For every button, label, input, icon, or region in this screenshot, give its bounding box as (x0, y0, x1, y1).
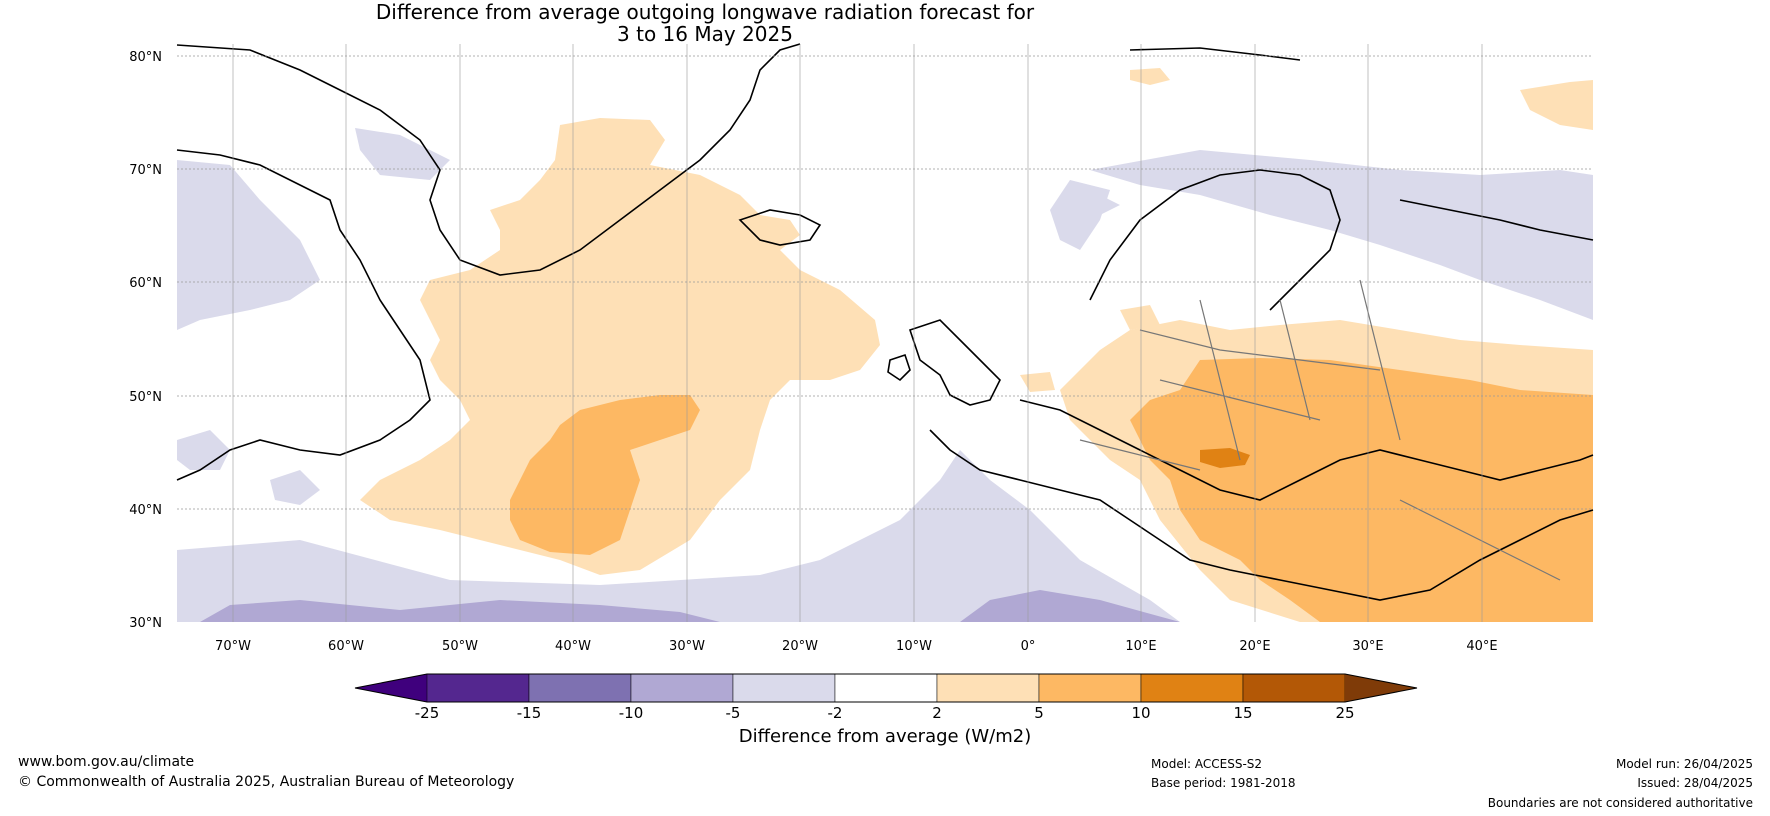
colorbar-tick-label: -5 (726, 704, 741, 722)
coastlines (176, 43, 1594, 601)
colorbar-segment (528, 673, 632, 703)
lat-label: 40°N (129, 503, 162, 518)
lon-label: 20°E (1239, 639, 1270, 654)
copyright-text: © Commonwealth of Australia 2025, Austra… (18, 774, 515, 790)
colorbar-extend-max (1345, 674, 1417, 702)
lat-label: 30°N (129, 616, 162, 631)
colorbar-tick-label: 5 (1034, 704, 1044, 722)
colorbar-segment (630, 673, 734, 703)
base-period-text: Base period: 1981-2018 (1151, 776, 1296, 790)
colorbar-tick-label: 25 (1335, 704, 1354, 722)
colorbar-tick-label: 15 (1233, 704, 1252, 722)
colorbar-ticks: -25 -15 -10 -5 -2 2 5 10 15 25 (415, 704, 1355, 722)
lon-label: 40°E (1466, 639, 1497, 654)
lon-label: 20°W (782, 639, 818, 654)
title-line-2: 3 to 16 May 2025 (617, 22, 793, 46)
lat-label: 70°N (129, 163, 162, 178)
colorbar-tick-label: 10 (1131, 704, 1150, 722)
colorbar-segment (834, 673, 938, 703)
colorbar-segment (732, 673, 836, 703)
colorbar-tick-label: -25 (415, 704, 440, 722)
lon-label: 70°W (215, 639, 251, 654)
lon-label: 30°E (1352, 639, 1383, 654)
latitude-labels: 80°N 70°N 60°N 50°N 40°N 30°N (129, 50, 162, 631)
colorbar-segment (936, 673, 1040, 703)
colorbar-segment (1038, 673, 1142, 703)
anomaly-light-purple (177, 128, 1593, 622)
colorbar-tick-label: -15 (517, 704, 542, 722)
colorbar-tick-label: 2 (932, 704, 942, 722)
issued-text: Issued: 28/04/2025 (1637, 776, 1753, 790)
model-run-text: Model run: 26/04/2025 (1615, 757, 1753, 771)
anomaly-mid-orange (510, 358, 1593, 622)
colorbar-segment (1242, 673, 1346, 703)
lon-label: 50°W (442, 639, 478, 654)
lon-label: 10°E (1125, 639, 1156, 654)
meridians (232, 44, 1483, 622)
lon-label: 10°W (896, 639, 932, 654)
colorbar-extend-min (355, 674, 427, 702)
longitude-labels: 70°W 60°W 50°W 40°W 30°W 20°W 10°W 0° 10… (215, 639, 1498, 654)
disclaimer-text: Boundaries are not considered authoritat… (1487, 796, 1753, 810)
lon-label: 40°W (555, 639, 591, 654)
website-link[interactable]: www.bom.gov.au/climate (18, 754, 195, 770)
colorbar-tick-label: -10 (619, 704, 644, 722)
lon-label: 60°W (328, 639, 364, 654)
country-borders (1079, 279, 1561, 581)
colorbar (354, 673, 1418, 703)
colorbar-segment (1140, 673, 1244, 703)
lat-label: 80°N (129, 50, 162, 65)
title-line-1: Difference from average outgoing longwav… (375, 0, 1035, 24)
lon-label: 0° (1021, 639, 1036, 654)
lon-label: 30°W (669, 639, 705, 654)
lat-label: 60°N (129, 276, 162, 291)
colorbar-segment (426, 673, 530, 703)
anomaly-dark-orange (1200, 448, 1250, 468)
colorbar-tick-label: -2 (828, 704, 843, 722)
lat-label: 50°N (129, 390, 162, 405)
colorbar-title: Difference from average (W/m2) (738, 726, 1032, 747)
gridlines (177, 55, 1593, 510)
colorbar-outline (354, 673, 1418, 703)
model-text: Model: ACCESS-S2 (1151, 757, 1263, 771)
